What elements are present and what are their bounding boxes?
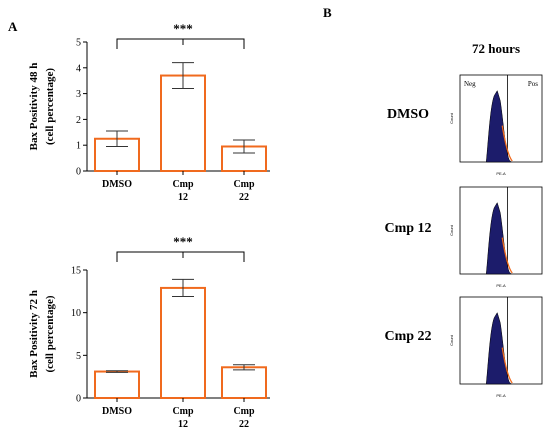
histogram-cmp12: Count PE-A [449, 186, 543, 288]
chart1-ytick-label: 1 [76, 141, 81, 152]
chart2-category-label: Cmp [172, 406, 194, 417]
chart2-bar [221, 366, 267, 399]
panel-a-label: A [8, 19, 18, 34]
bar-chart-72h: Bax Positivity 72 h (cell percentage) **… [28, 234, 270, 430]
histogram-dmso: Neg Pos Count PE-A [449, 74, 543, 176]
chart1-ylabel-line1: Bax Positivity 48 h [28, 63, 40, 151]
panel-b-label: B [323, 5, 332, 20]
chart1-category-label: DMSO [102, 179, 132, 190]
histogram-peak [485, 312, 512, 385]
chart1-error-bar [172, 62, 194, 89]
histogram-cmp22: Count PE-A [449, 296, 543, 398]
histogram-x-axis-label: PE-A [496, 393, 506, 398]
chart2-significance: *** [173, 234, 193, 249]
chart1-error-bar [233, 139, 255, 154]
chart1-category-label: 12 [178, 192, 188, 203]
chart1-bar [160, 74, 206, 172]
histogram-edge [501, 125, 513, 162]
chart1-error-bar [106, 130, 128, 147]
chart2-category-label: 22 [239, 419, 249, 430]
histogram-y-axis-label: Count [449, 224, 454, 236]
histogram-x-axis-label: PE-A [496, 171, 506, 176]
chart1-ytick-label: 2 [76, 115, 81, 126]
histogram-peak [485, 90, 512, 163]
chart1-ylabel-line2: (cell percentage) [44, 68, 56, 145]
flow-row-label-dmso: DMSO [387, 107, 429, 122]
chart2-ylabel-line2: (cell percentage) [44, 295, 56, 372]
gate-neg-label: Neg [464, 80, 476, 88]
chart2-error-bar [106, 370, 128, 373]
chart2-ytick-label: 5 [76, 351, 81, 362]
chart2-bar [94, 370, 140, 399]
flow-row-label-cmp22: Cmp 22 [384, 329, 431, 344]
chart2-category-label: DMSO [102, 406, 132, 417]
bar-chart-48h: Bax Positivity 48 h (cell percentage) **… [28, 21, 270, 203]
chart2-significance-bracket [116, 251, 245, 262]
flow-row-label-cmp12: Cmp 12 [384, 221, 431, 236]
chart2-error-bar [233, 364, 255, 371]
flow-cytometry-panel: 72 hours DMSO Cmp 12 Cmp 22 Neg Pos Count P… [384, 41, 543, 398]
chart2-ytick-label: 10 [71, 308, 81, 319]
chart1-category-label: 22 [239, 192, 249, 203]
chart2-ytick-label: 15 [71, 266, 81, 277]
gate-pos-label: Pos [528, 80, 538, 88]
chart2-category-label: 12 [178, 419, 188, 430]
chart2-bar [160, 286, 206, 400]
chart2-ylabel-line1: Bax Positivity 72 h [28, 290, 40, 378]
flow-title: 72 hours [472, 41, 520, 56]
chart1-ytick-label: 3 [76, 89, 81, 100]
histogram-y-axis-label: Count [449, 112, 454, 124]
chart2-category-label: Cmp [233, 406, 255, 417]
chart2-error-bar [172, 278, 194, 297]
chart1-ytick-label: 5 [76, 38, 81, 49]
chart2-ytick-label: 0 [76, 394, 81, 405]
histogram-y-axis-label: Count [449, 334, 454, 346]
histogram-edge [501, 347, 513, 384]
histogram-peak [485, 202, 512, 275]
chart1-significance: *** [173, 21, 193, 36]
chart1-category-label: Cmp [233, 179, 255, 190]
chart1-ytick-label: 0 [76, 167, 81, 178]
histogram-edge [501, 237, 513, 274]
chart1-significance-bracket [116, 38, 245, 49]
chart1-category-label: Cmp [172, 179, 194, 190]
histogram-x-axis-label: PE-A [496, 283, 506, 288]
chart1-ytick-label: 4 [76, 63, 81, 74]
